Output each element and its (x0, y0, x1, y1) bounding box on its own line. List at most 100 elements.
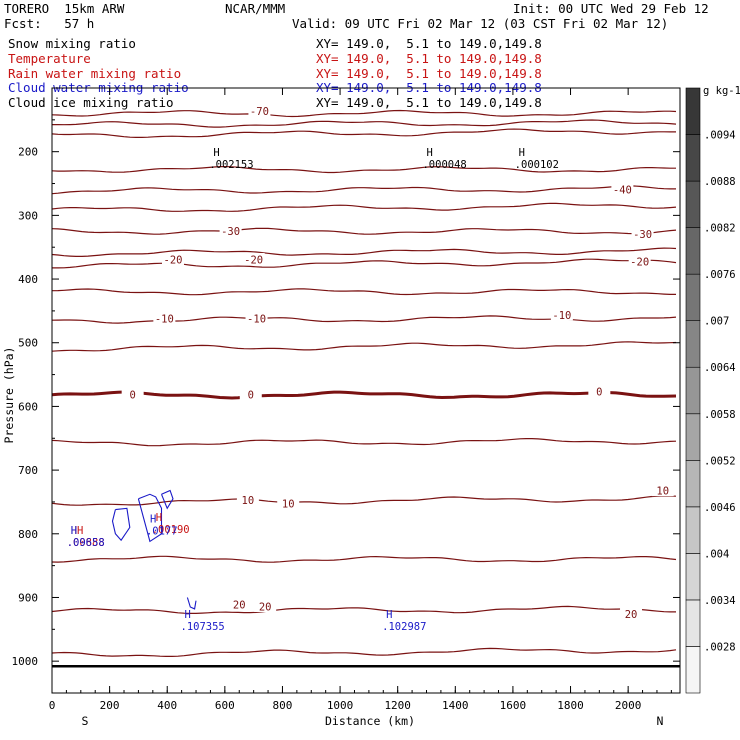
colorbar-swatch (685, 553, 701, 601)
isotherm-label-bg (628, 254, 651, 267)
maximum-marker: H (213, 147, 219, 159)
colorbar-unit: g kg-1 (703, 85, 740, 97)
colorbar-swatch (685, 134, 701, 182)
x-tick-label: 1400 (442, 699, 469, 712)
x-tick-label: 400 (157, 699, 177, 712)
colorbar-tick-label: .0088 (704, 176, 736, 188)
x-tick-label: 600 (215, 699, 235, 712)
maximum-value: .00888 (67, 537, 105, 549)
maximum-value: .00190 (152, 524, 190, 536)
y-axis-title: Pressure (hPa) (2, 347, 16, 444)
valid-time: Valid: 09 UTC Fri 02 Mar 12 (03 CST Fri … (292, 16, 669, 31)
field-name-temperature: Temperature (8, 51, 91, 66)
isotherm-label: -20 (244, 254, 263, 266)
isotherm-line (51, 166, 676, 174)
maximum-value: .0177 (146, 525, 178, 537)
colorbar-swatch (685, 227, 701, 275)
isotherm-label-bg (620, 607, 643, 620)
maximum-value: .09658 (67, 537, 105, 549)
maximum-marker: H (156, 512, 162, 524)
colorbar-swatch (685, 646, 701, 694)
y-tick-label: 600 (18, 400, 38, 413)
cloud-water-contour (160, 489, 174, 510)
maximum-value: .000102 (515, 159, 559, 171)
colorbar-swatch (685, 366, 701, 415)
isotherm-label: 20 (625, 609, 638, 621)
field-xy-temperature: XY= 149.0, 5.1 to 149.0,149.8 (316, 51, 542, 66)
x-tick-label: 1600 (500, 699, 527, 712)
isotherm-label: -10 (247, 314, 266, 326)
maximum-marker: H (150, 513, 156, 525)
colorbar-swatch (685, 87, 701, 135)
isotherm-label: 20 (259, 602, 272, 614)
isotherm-line (51, 495, 677, 506)
isotherm-label-bg (228, 598, 251, 611)
colorbar-tick-label: .0064 (704, 362, 736, 374)
maximum-marker: H (519, 147, 525, 159)
x-tick-label: 1000 (327, 699, 354, 712)
isotherm-label: 10 (242, 495, 255, 507)
colorbar-tick-label: .0034 (704, 595, 736, 607)
center-title: NCAR/MMM (225, 1, 286, 16)
y-tick-label: 200 (18, 146, 38, 159)
colorbar-tick-label: .0028 (704, 641, 736, 653)
isotherm-label: -40 (613, 184, 632, 196)
colorbar-swatch (685, 599, 701, 647)
y-tick-label: 700 (18, 464, 38, 477)
colorbar-tick-label: .0046 (704, 502, 736, 514)
x-axis-left-end: S (82, 714, 89, 728)
maximum-marker: H (71, 525, 77, 537)
isotherm-label-bg (277, 496, 300, 509)
isotherm-label-bg (121, 387, 144, 400)
isotherm-line (51, 202, 677, 212)
isotherm-line (51, 605, 676, 614)
maximum-value: .102987 (382, 621, 426, 633)
isotherm-label: 0 (596, 386, 602, 398)
maximum-value: .002153 (209, 159, 253, 171)
isotherm-label-bg (153, 312, 176, 325)
forecast-hour: Fcst: 57 h (4, 16, 95, 31)
isotherm-line (51, 109, 677, 118)
isotherm-label-bg (631, 227, 654, 240)
isotherm-label: -70 (250, 106, 269, 118)
x-axis-right-end: N (657, 714, 664, 728)
colorbar-swatch (685, 320, 701, 368)
isotherm-line (51, 341, 677, 352)
field-xy-snow: XY= 149.0, 5.1 to 149.0,149.8 (316, 36, 542, 51)
colorbar-swatch (685, 413, 701, 461)
colorbar-tick-label: .004 (704, 548, 729, 560)
field-name-snow: Snow mixing ratio (8, 36, 136, 51)
isotherm-line (51, 185, 676, 195)
isotherm-label-bg (550, 308, 573, 321)
isotherm-label-bg (236, 493, 259, 506)
isotherm-label-bg (254, 600, 277, 613)
y-tick-label: 800 (18, 528, 38, 541)
isotherm-line (52, 258, 677, 269)
isotherm-line (51, 315, 677, 324)
isotherm-label: 10 (282, 498, 295, 510)
colorbar-swatch (685, 273, 701, 321)
init-time: Init: 00 UTC Wed 29 Feb 12 (513, 1, 709, 16)
isotherm-label: -10 (552, 310, 571, 322)
field-xy-rain: XY= 149.0, 5.1 to 149.0,149.8 (316, 66, 542, 81)
colorbar-tick-label: .007 (704, 316, 729, 328)
isotherm-label: 10 (656, 486, 669, 498)
cloud-water-contour (186, 597, 197, 610)
x-tick-label: 200 (100, 699, 120, 712)
isotherm-line (51, 247, 677, 257)
x-axis-title: Distance (km) (325, 714, 415, 728)
x-tick-label: 2000 (615, 699, 642, 712)
isotherm-label: -30 (221, 226, 240, 238)
isotherm-label: -30 (633, 229, 652, 241)
isotherm-line (51, 555, 677, 563)
y-tick-label: 500 (18, 337, 38, 350)
x-tick-label: 0 (49, 699, 56, 712)
y-tick-label: 900 (18, 591, 38, 604)
colorbar-swatch (685, 460, 701, 508)
maximum-marker: H (185, 609, 191, 621)
plot-frame (51, 87, 681, 694)
maximum-value: .107355 (181, 621, 225, 633)
maximum-marker: H (386, 609, 392, 621)
isotherm-line (51, 288, 676, 296)
isotherm-label-bg (245, 312, 268, 325)
